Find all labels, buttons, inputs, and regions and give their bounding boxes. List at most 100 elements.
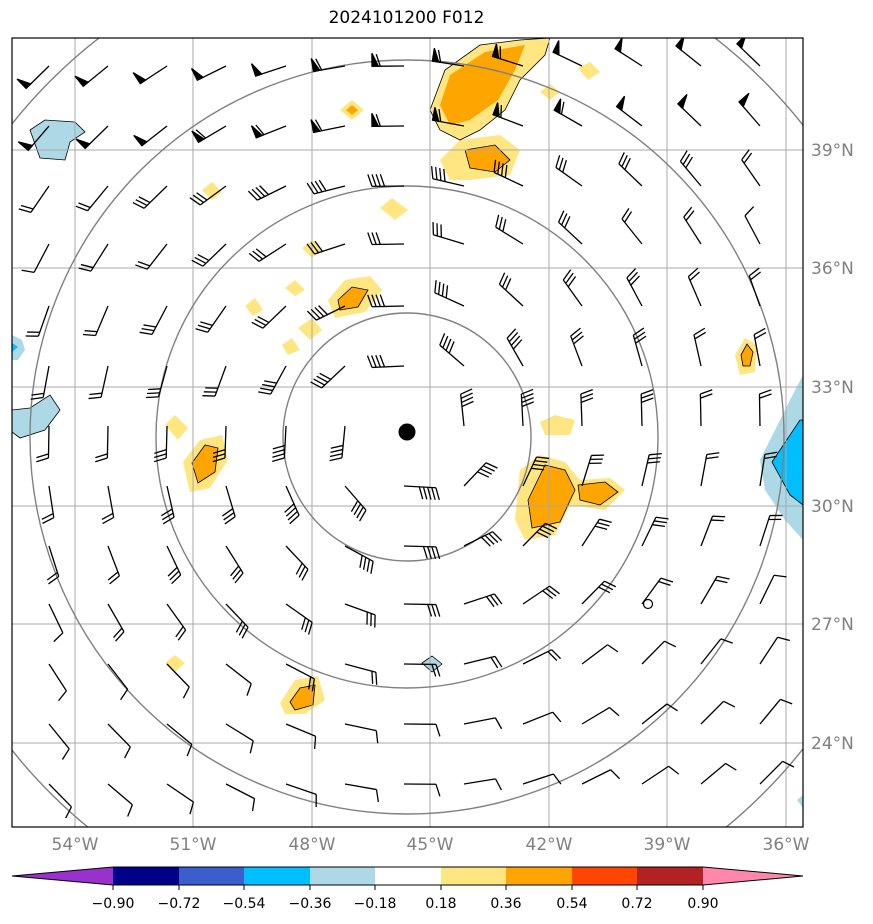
wind-barb <box>310 58 346 73</box>
wind-barb <box>581 644 619 665</box>
wind-barb <box>225 723 254 754</box>
wind-barb <box>403 485 440 501</box>
wind-barb <box>225 663 252 696</box>
wind-barb <box>284 485 300 525</box>
lat-label-39n: 39°N <box>811 141 854 161</box>
contour-lines <box>12 38 803 711</box>
wind-barb <box>463 531 503 547</box>
wind-barb <box>506 328 524 367</box>
wind-barb <box>258 365 287 395</box>
colorbar-label-p072: 0.72 <box>621 896 652 912</box>
wind-barb <box>46 545 60 585</box>
wind-barb <box>403 783 441 797</box>
colorbar-cell <box>637 867 703 885</box>
wind-barb <box>683 206 702 245</box>
wind-barb <box>107 603 125 642</box>
wind-barb <box>166 723 193 757</box>
wind-barb <box>581 769 621 785</box>
wind-barb <box>614 38 643 67</box>
wind-barb <box>310 365 346 389</box>
wind-barb <box>25 305 50 337</box>
wind-barb <box>759 698 793 725</box>
wind-barb <box>700 575 730 605</box>
wind-barb <box>88 365 109 400</box>
wind-barb <box>677 94 702 127</box>
wind-barb <box>626 268 643 307</box>
wind-barb <box>285 545 309 581</box>
longitude-labels: 54°W 51°W 48°W 45°W 42°W 39°W 36°W <box>52 835 810 855</box>
wind-barb <box>82 305 109 337</box>
wind-barb <box>189 185 227 206</box>
wind-barb <box>107 663 129 701</box>
colorbar-label-m036: −0.36 <box>289 896 332 912</box>
wind-barb <box>581 706 620 725</box>
wind-barb <box>641 640 677 665</box>
wind-barb <box>166 663 190 699</box>
wind-barb <box>434 280 465 307</box>
wind-barb <box>107 723 131 759</box>
graticule <box>12 38 803 827</box>
wind-barb <box>133 125 168 147</box>
lat-label-30n: 30°N <box>811 497 854 517</box>
wind-barb <box>693 327 707 367</box>
colorbar-label-m018: −0.18 <box>354 896 397 912</box>
colorbar-label-m090: −0.90 <box>92 896 135 912</box>
wind-barb <box>439 333 465 367</box>
wind-barb <box>21 243 50 273</box>
wind-barb <box>272 425 287 462</box>
wind-barb <box>222 485 236 525</box>
wind-barb <box>202 365 227 397</box>
colorbar-label-p054: 0.54 <box>556 896 587 912</box>
wind-barb <box>562 269 583 307</box>
wind-barb <box>344 783 380 803</box>
wind-barb <box>463 462 498 487</box>
wind-barb <box>344 723 379 744</box>
lon-label-42w: 42°W <box>526 835 573 855</box>
wind-barb <box>498 272 524 307</box>
wind-barb <box>495 214 524 245</box>
wind-barb <box>75 125 109 150</box>
colorbar-cells <box>12 867 803 885</box>
wind-barb <box>48 783 73 819</box>
wind-barb <box>700 700 736 725</box>
wind-barbs <box>16 38 795 819</box>
wind-barb <box>741 149 761 187</box>
wind-barb <box>107 783 133 817</box>
wind-barb <box>30 365 50 400</box>
wind-barb <box>581 454 605 487</box>
wind-barb <box>759 574 787 605</box>
colorbar-label-m072: −0.72 <box>158 896 201 912</box>
wind-barb <box>679 150 702 187</box>
colorbar-extend-max <box>703 867 803 885</box>
wind-barb <box>522 773 562 785</box>
wind-barb <box>491 43 524 67</box>
colorbar-cell <box>310 867 375 885</box>
wind-barb <box>463 655 503 669</box>
wind-barb <box>18 185 50 213</box>
wind-barb <box>135 243 168 270</box>
wind-barb <box>522 456 550 487</box>
wind-barb <box>344 663 378 685</box>
wind-barb <box>371 52 405 67</box>
lat-label-27n: 27°N <box>811 615 854 635</box>
wind-barb <box>641 577 674 605</box>
wind-barb <box>557 210 583 245</box>
wind-barb <box>431 48 465 67</box>
lat-label-36n: 36°N <box>811 259 854 279</box>
wind-barb <box>700 762 737 785</box>
wind-barb <box>95 425 109 463</box>
wind-barb <box>190 65 227 82</box>
wind-barb <box>700 638 733 665</box>
wind-barb <box>166 603 187 641</box>
wind-barb <box>403 663 441 677</box>
wind-barb <box>552 40 583 67</box>
wind-barb <box>632 327 647 367</box>
wind-barb <box>463 778 503 791</box>
wind-barb <box>285 663 316 692</box>
wind-barb <box>36 425 50 463</box>
wind-barb <box>430 166 465 187</box>
lat-label-33n: 33°N <box>811 378 854 398</box>
wind-barb <box>48 603 64 643</box>
